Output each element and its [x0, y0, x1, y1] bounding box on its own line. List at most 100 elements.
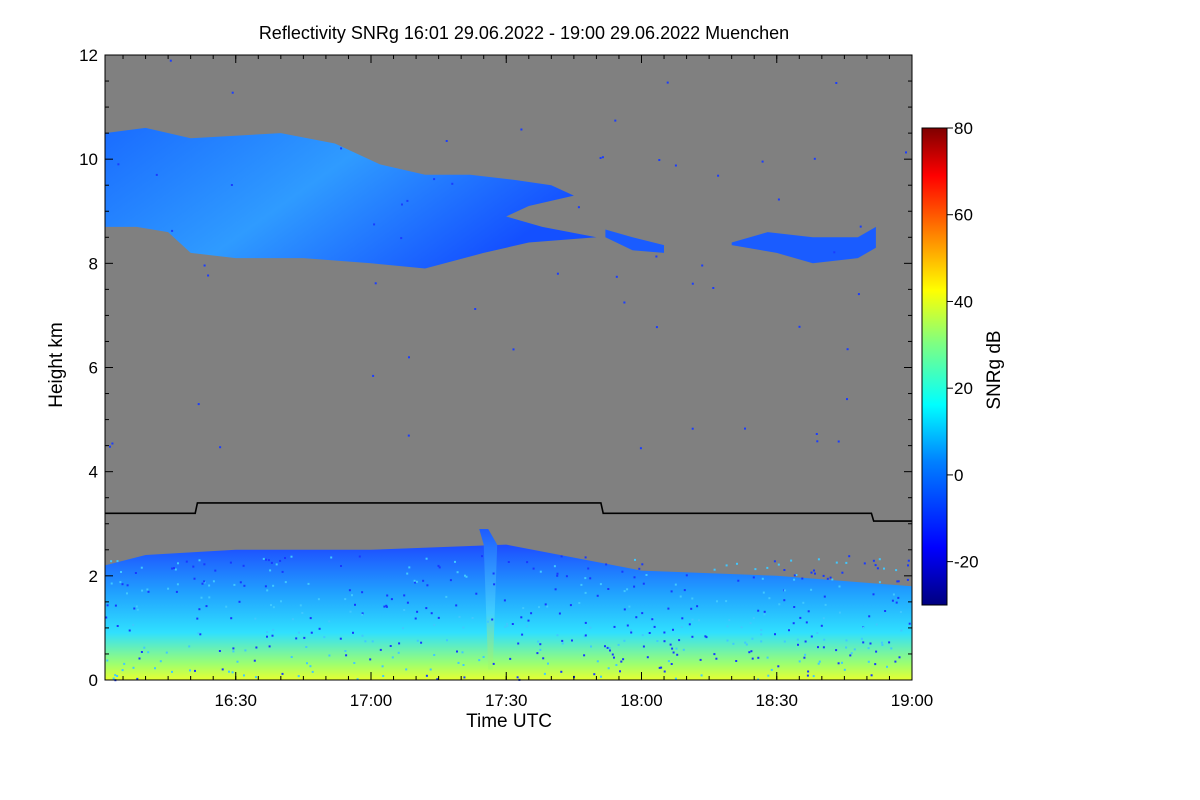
- noise-dot: [874, 564, 877, 567]
- boundary-layer-line: [105, 502, 912, 522]
- noise-dot: [793, 606, 796, 608]
- noise-dot: [408, 356, 410, 359]
- noise-dot: [859, 225, 862, 228]
- noise-dot: [845, 646, 848, 649]
- noise-dot: [740, 626, 743, 629]
- noise-dot: [823, 595, 826, 598]
- noise-dot: [884, 610, 887, 612]
- noise-dot: [898, 656, 901, 659]
- noise-dot: [123, 662, 126, 665]
- noise-dot: [128, 629, 131, 632]
- noise-dot: [817, 558, 820, 561]
- noise-dot: [593, 673, 596, 676]
- noise-dot: [266, 589, 269, 592]
- noise-dot: [806, 674, 809, 677]
- noise-dot: [613, 656, 615, 659]
- noise-dot: [660, 666, 663, 669]
- noise-dot: [230, 617, 233, 620]
- noise-dot: [414, 617, 417, 620]
- noise-dot: [272, 628, 275, 631]
- noise-dot: [648, 632, 651, 634]
- noise-dot: [601, 156, 604, 159]
- noise-dot: [414, 581, 417, 584]
- noise-dot: [744, 641, 747, 644]
- noise-dot: [716, 600, 718, 603]
- noise-dot: [699, 658, 702, 661]
- noise-dot: [613, 625, 616, 628]
- noise-dot: [242, 564, 245, 567]
- noise-dot: [255, 676, 257, 679]
- noise-dot: [391, 656, 394, 659]
- noise-dot: [309, 665, 312, 668]
- noise-dot: [397, 651, 400, 654]
- noise-dot: [628, 605, 631, 608]
- noise-dot: [463, 676, 466, 679]
- noise-dot: [816, 440, 819, 443]
- noise-dot: [403, 594, 406, 597]
- noise-dot: [617, 643, 620, 646]
- noise-dot: [132, 623, 135, 626]
- noise-dot: [517, 642, 520, 645]
- noise-dot: [185, 560, 188, 563]
- noise-dot: [171, 229, 174, 232]
- noise-dot: [171, 670, 173, 673]
- noise-dot: [340, 147, 343, 150]
- noise-dot: [837, 440, 840, 443]
- noise-dot: [667, 607, 670, 610]
- noise-dot: [407, 434, 410, 437]
- noise-dot: [691, 427, 694, 430]
- noise-dot: [762, 591, 765, 594]
- noise-dot: [436, 678, 439, 681]
- noise-dot: [688, 623, 691, 626]
- noise-dot: [474, 308, 477, 310]
- noise-dot: [539, 648, 542, 651]
- noise-dot: [823, 638, 826, 641]
- noise-dot: [656, 640, 659, 642]
- noise-dot: [430, 612, 433, 615]
- noise-dot: [339, 637, 342, 640]
- noise-dot: [792, 622, 795, 625]
- noise-dot: [754, 568, 757, 571]
- noise-dot: [773, 560, 776, 563]
- noise-dot: [506, 622, 509, 625]
- noise-dot: [462, 626, 465, 629]
- noise-dot: [678, 639, 681, 642]
- noise-dot: [560, 555, 563, 558]
- noise-dot: [543, 672, 546, 675]
- noise-dot: [512, 348, 515, 351]
- noise-dot: [783, 640, 786, 643]
- colorbar: [921, 127, 948, 606]
- noise-dot: [558, 612, 561, 615]
- noise-dot: [471, 617, 474, 619]
- noise-dot: [121, 669, 124, 672]
- noise-dot: [584, 621, 587, 624]
- noise-dot: [433, 654, 436, 656]
- noise-dot: [881, 641, 883, 644]
- noise-dot: [630, 631, 633, 634]
- noise-dot: [433, 623, 436, 626]
- noise-dot: [641, 563, 644, 566]
- noise-dot: [810, 571, 813, 574]
- noise-dot: [165, 651, 168, 654]
- noise-dot: [897, 580, 900, 583]
- noise-dot: [669, 643, 672, 646]
- noise-dot: [642, 582, 645, 585]
- noise-dot: [509, 657, 512, 660]
- noise-dot: [749, 622, 752, 625]
- noise-dot: [219, 446, 222, 449]
- noise-dot: [456, 650, 458, 653]
- noise-dot: [658, 666, 661, 669]
- noise-dot: [817, 662, 820, 665]
- noise-dot: [578, 602, 581, 604]
- noise-dot: [732, 642, 735, 645]
- noise-dot: [451, 182, 454, 185]
- noise-dot: [297, 675, 300, 678]
- noise-dot: [766, 566, 769, 569]
- noise-dot: [537, 640, 540, 643]
- noise-dot: [454, 560, 456, 563]
- noise-dot: [831, 578, 834, 581]
- noise-dot: [846, 348, 849, 351]
- noise-dot: [674, 583, 677, 586]
- noise-dot: [824, 603, 827, 606]
- noise-dot: [760, 633, 763, 636]
